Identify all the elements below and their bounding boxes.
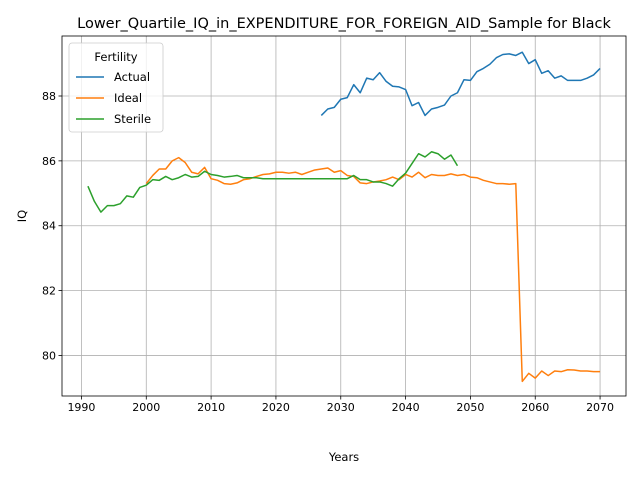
y-axis-label: IQ bbox=[15, 210, 29, 222]
y-tick-label: 86 bbox=[42, 155, 56, 168]
legend-label-actual: Actual bbox=[114, 70, 150, 84]
y-tick-label: 80 bbox=[42, 349, 56, 362]
legend: Fertility Actual Ideal Sterile bbox=[68, 42, 164, 133]
x-tick-label: 2000 bbox=[132, 401, 160, 414]
x-tick-label: 2040 bbox=[392, 401, 420, 414]
x-tick-label: 2050 bbox=[456, 401, 484, 414]
x-tick-label: 2020 bbox=[262, 401, 290, 414]
y-tick-label: 88 bbox=[42, 90, 56, 103]
series-lines bbox=[87, 51, 601, 383]
series-line-sterile bbox=[87, 151, 459, 213]
x-tick-label: 2010 bbox=[197, 401, 225, 414]
series-line-actual bbox=[320, 51, 601, 117]
legend-box bbox=[68, 42, 164, 133]
legend-entries: Actual Ideal Sterile bbox=[76, 70, 151, 126]
axis-ticks: 1990 2000 2010 2020 2030 2040 2050 2060 2070 80 82… bbox=[42, 90, 614, 414]
x-axis-label: Years bbox=[328, 450, 359, 464]
x-tick-label: 2030 bbox=[327, 401, 355, 414]
y-tick-label: 82 bbox=[42, 285, 56, 298]
chart-title: Lower_Quartile_IQ_in_EXPENDITURE_FOR_FOR… bbox=[77, 16, 611, 32]
x-tick-label: 2070 bbox=[586, 401, 614, 414]
legend-label-ideal: Ideal bbox=[114, 91, 142, 105]
legend-title: Fertility bbox=[94, 50, 137, 64]
x-tick-label: 1990 bbox=[67, 401, 95, 414]
x-tick-label: 2060 bbox=[521, 401, 549, 414]
plot-frame bbox=[61, 35, 627, 397]
y-tick-label: 84 bbox=[42, 220, 56, 233]
legend-label-sterile: Sterile bbox=[114, 112, 151, 126]
grid bbox=[62, 36, 626, 396]
